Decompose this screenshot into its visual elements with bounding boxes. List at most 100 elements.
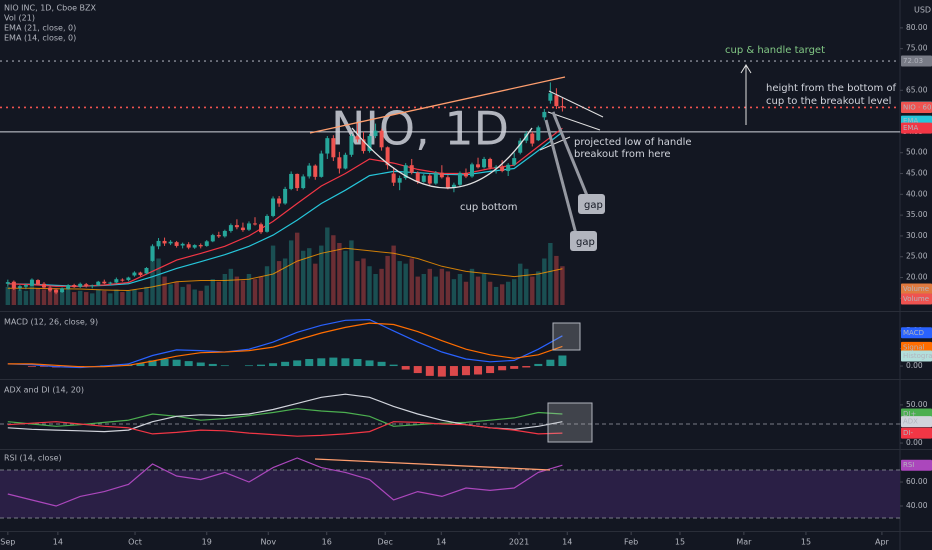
- candle-body: [252, 223, 257, 225]
- volume-bar: [337, 243, 342, 305]
- candle-body: [331, 138, 336, 158]
- candle-body: [108, 282, 113, 284]
- candle-body: [319, 153, 324, 177]
- histogram-bar: [377, 361, 386, 367]
- candle-body: [162, 240, 167, 244]
- volume-bar: [84, 292, 89, 305]
- histogram-bar: [317, 358, 326, 367]
- candle-body: [234, 225, 239, 228]
- annotation: gap: [584, 200, 603, 211]
- legend-entry: RSI (14, close): [4, 454, 62, 463]
- candle-body: [204, 241, 209, 246]
- histogram-bar: [244, 365, 253, 367]
- candle-body: [23, 285, 28, 287]
- volume-bar: [282, 258, 288, 305]
- histogram-bar: [172, 359, 181, 367]
- axis-tag: [901, 416, 932, 428]
- volume-bar: [71, 292, 77, 305]
- histogram-bar: [461, 366, 470, 376]
- candle-body: [415, 172, 420, 182]
- volume-bar: [445, 271, 451, 305]
- gap-box: [570, 231, 597, 251]
- volume-bar: [475, 276, 481, 305]
- histogram-bar: [498, 366, 507, 371]
- candle-body: [271, 198, 276, 216]
- y-tick-label: 80.00: [906, 23, 928, 32]
- volume-bar: [373, 274, 378, 305]
- candle-body: [222, 230, 227, 237]
- volume-bar: [168, 284, 173, 305]
- histogram-bar: [365, 360, 374, 367]
- axis-tag: [901, 327, 932, 339]
- candle-body: [506, 164, 511, 172]
- volume-bar: [331, 235, 336, 305]
- histogram-bar: [257, 364, 266, 367]
- axis-tag-label: EMA: [903, 117, 918, 125]
- x-tick-label: 15: [801, 538, 811, 547]
- candle-body: [307, 165, 312, 177]
- x-tick-label: Dec: [377, 538, 392, 547]
- volume-bar: [59, 290, 65, 305]
- volume-bar: [409, 258, 414, 305]
- volume-bar: [90, 293, 95, 305]
- candle-body: [476, 164, 481, 168]
- histogram-bar: [305, 359, 314, 367]
- candle-body: [560, 106, 565, 108]
- volume-bar: [319, 245, 324, 305]
- volume-bar: [439, 268, 445, 305]
- y-tick-label: 0.00: [906, 438, 923, 447]
- histogram-bar: [27, 366, 36, 367]
- candle-body: [494, 166, 499, 168]
- volume-bar: [5, 286, 11, 305]
- candle-body: [337, 157, 342, 169]
- volume-bar: [415, 276, 420, 305]
- axis-tag-label: Volume MA: [903, 285, 932, 293]
- candle-body: [542, 111, 547, 118]
- volume-bar: [150, 245, 155, 305]
- highlight-box: [547, 402, 593, 443]
- height-arrow: [740, 64, 752, 125]
- y-tick-label: 30.00: [906, 231, 928, 240]
- highlight-box: [552, 322, 581, 351]
- callout-line: [544, 119, 578, 235]
- candle-body: [54, 290, 59, 293]
- volume-bar: [270, 245, 276, 305]
- axis-tag: [901, 283, 932, 295]
- volume-bar: [487, 281, 493, 305]
- volume-bar: [47, 286, 53, 305]
- candle-body: [457, 173, 462, 185]
- axis-tag-label: Signal: [903, 343, 925, 351]
- volume-bar: [120, 292, 125, 305]
- y-tick-label: 40.00: [906, 189, 928, 198]
- x-tick-label: Apr: [875, 538, 890, 547]
- candle-body: [42, 283, 47, 288]
- axis-tag-label: DI-: [903, 429, 913, 437]
- rsi-trend-line: [314, 458, 551, 471]
- gap-box: [578, 194, 605, 214]
- volume-bar: [548, 243, 553, 305]
- indicator-line: [7, 408, 563, 427]
- candle-body: [17, 286, 22, 288]
- volume-bar: [138, 292, 143, 305]
- volume-bar: [433, 276, 439, 305]
- volume-bar: [252, 279, 258, 305]
- candle-body: [5, 282, 10, 284]
- candle-body: [367, 136, 372, 152]
- candle-body: [132, 272, 137, 276]
- candle-body: [530, 133, 535, 144]
- candle-body: [355, 136, 360, 140]
- candle-body: [11, 281, 16, 289]
- candle-body: [283, 188, 288, 204]
- y-tick-label: 50.00: [906, 400, 928, 409]
- candle-body: [90, 285, 95, 287]
- axis-tag: [901, 55, 932, 67]
- annotation: cup to the breakout level: [766, 96, 891, 107]
- axis-tag-label: NIO · 60.87: [903, 103, 932, 111]
- candle-body: [463, 173, 468, 177]
- candle-body: [168, 241, 173, 244]
- volume-bar: [126, 290, 131, 305]
- candle-body: [48, 287, 53, 291]
- histogram-bar: [329, 357, 338, 367]
- histogram-bar: [522, 366, 531, 368]
